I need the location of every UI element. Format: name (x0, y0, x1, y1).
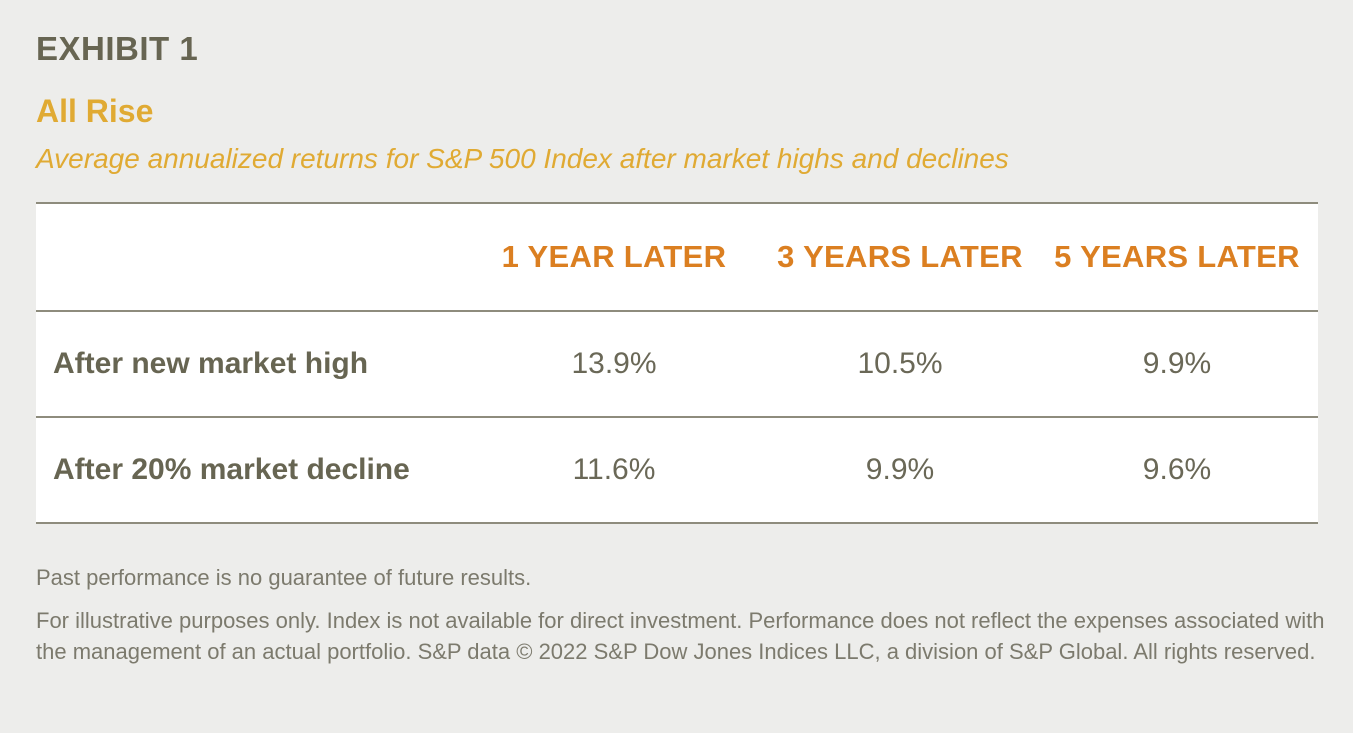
value-high-5-years: 9.9% (1142, 347, 1212, 380)
performance-footnote: Past performance is no guarantee of futu… (36, 565, 532, 590)
column-header-5-years: 5 YEARS LATER (1054, 239, 1300, 274)
value-decline-5-years: 9.6% (1142, 453, 1212, 486)
value-decline-3-years: 9.9% (865, 453, 935, 486)
chart-subtitle: Average annualized returns for S&P 500 I… (36, 143, 1009, 174)
value-high-1-year: 13.9% (571, 347, 657, 380)
returns-table: 1 YEAR LATER 3 YEARS LATER 5 YEARS LATER… (36, 202, 1318, 524)
value-decline-1-year: 11.6% (572, 453, 656, 486)
column-header-3-years: 3 YEARS LATER (777, 239, 1023, 274)
table-row: After 20% market decline 11.6% 9.9% 9.6% (36, 416, 1318, 522)
table-row: After new market high 13.9% 10.5% 9.9% (36, 310, 1318, 416)
exhibit-label: EXHIBIT 1 (36, 30, 199, 67)
row-label-market-decline: After 20% market decline (53, 453, 410, 486)
value-high-3-years: 10.5% (857, 347, 943, 380)
disclaimer-footnote: For illustrative purposes only. Index is… (36, 608, 1325, 664)
row-label-market-high: After new market high (53, 347, 369, 380)
table-header-row: 1 YEAR LATER 3 YEARS LATER 5 YEARS LATER (36, 204, 1318, 310)
chart-title: All Rise (36, 93, 154, 129)
column-header-1-year: 1 YEAR LATER (501, 239, 727, 274)
